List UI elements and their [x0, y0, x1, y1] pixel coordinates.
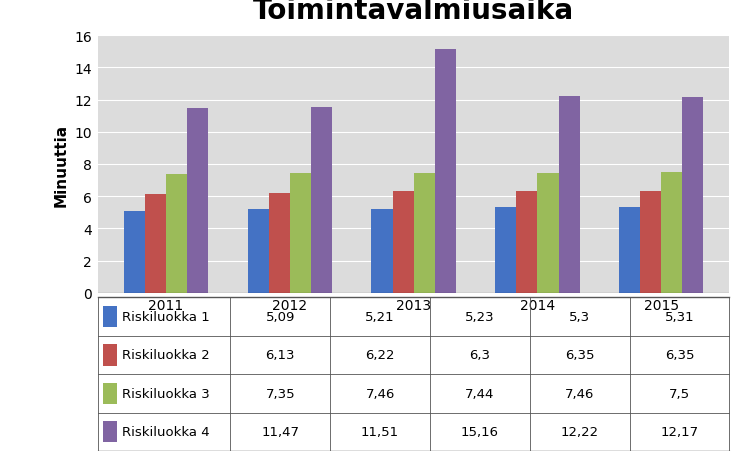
- Text: 12,17: 12,17: [660, 425, 699, 438]
- Bar: [103, 306, 117, 327]
- Bar: [290, 173, 311, 293]
- Bar: [124, 212, 145, 293]
- Bar: [393, 192, 414, 293]
- Text: 5,09: 5,09: [265, 310, 295, 323]
- Bar: [371, 209, 393, 293]
- Text: Riskiluokka 1: Riskiluokka 1: [122, 310, 210, 323]
- Text: 6,35: 6,35: [565, 349, 595, 362]
- Bar: [166, 175, 187, 293]
- Bar: [538, 173, 559, 293]
- Text: 6,13: 6,13: [265, 349, 295, 362]
- Text: Riskiluokka 2: Riskiluokka 2: [122, 349, 210, 362]
- Text: 11,47: 11,47: [261, 425, 299, 438]
- Text: 5,3: 5,3: [569, 310, 590, 323]
- Bar: [435, 50, 456, 293]
- Bar: [311, 108, 332, 293]
- Text: 15,16: 15,16: [461, 425, 499, 438]
- Text: 7,5: 7,5: [669, 387, 690, 400]
- Y-axis label: Minuuttia: Minuuttia: [54, 123, 69, 206]
- Text: 5,23: 5,23: [465, 310, 495, 323]
- Bar: [187, 109, 208, 293]
- Text: 6,3: 6,3: [469, 349, 490, 362]
- Bar: [517, 191, 538, 293]
- Text: 7,46: 7,46: [365, 387, 395, 400]
- Text: 11,51: 11,51: [361, 425, 399, 438]
- Bar: [661, 173, 682, 293]
- Text: 7,44: 7,44: [465, 387, 495, 400]
- Bar: [268, 193, 290, 293]
- Bar: [496, 208, 517, 293]
- Bar: [414, 174, 435, 293]
- Bar: [103, 345, 117, 366]
- Text: 5,31: 5,31: [665, 310, 694, 323]
- Text: 7,35: 7,35: [265, 387, 295, 400]
- Text: Riskiluokka 3: Riskiluokka 3: [122, 387, 210, 400]
- Bar: [103, 421, 117, 442]
- Text: 7,46: 7,46: [565, 387, 594, 400]
- Title: Toimintavalmiusaika: Toimintavalmiusaika: [253, 0, 575, 25]
- Bar: [559, 97, 580, 293]
- Text: 5,21: 5,21: [365, 310, 395, 323]
- Text: Riskiluokka 4: Riskiluokka 4: [122, 425, 209, 438]
- Bar: [682, 97, 703, 293]
- Bar: [640, 191, 661, 293]
- Bar: [103, 383, 117, 404]
- Bar: [619, 208, 640, 293]
- Text: 6,22: 6,22: [365, 349, 395, 362]
- Bar: [145, 195, 166, 293]
- Text: 6,35: 6,35: [665, 349, 694, 362]
- Bar: [247, 209, 268, 293]
- Text: 12,22: 12,22: [561, 425, 599, 438]
